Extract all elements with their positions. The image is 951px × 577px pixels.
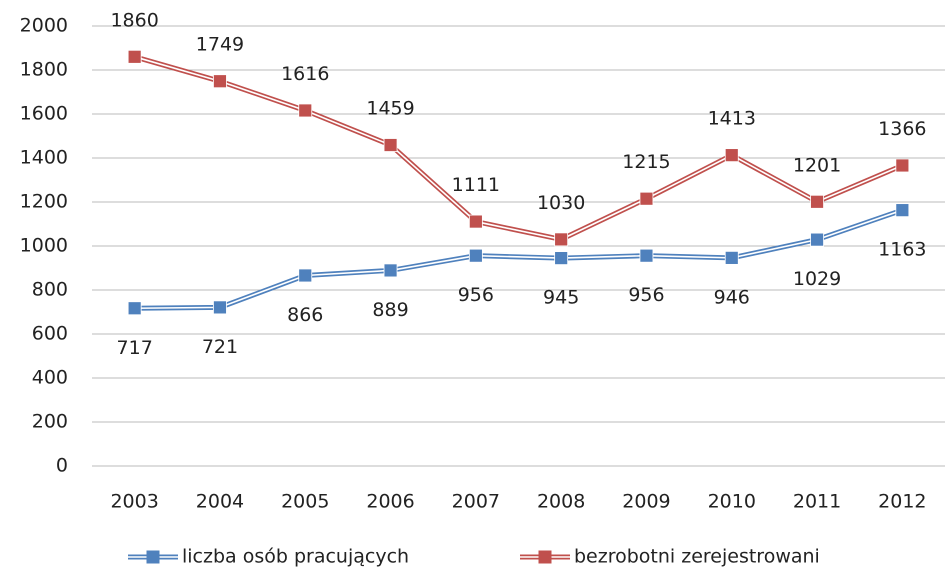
y-tick-label: 1800: [20, 59, 68, 81]
marker: [383, 138, 398, 152]
y-tick-label: 800: [32, 279, 68, 301]
data-label: 1163: [878, 239, 926, 261]
legend-label: bezrobotni zerejestrowani: [574, 546, 820, 568]
marker: [724, 148, 739, 163]
data-label: 1201: [793, 154, 841, 176]
x-tick-label: 2004: [196, 491, 244, 513]
data-label: 866: [287, 304, 323, 326]
legend-marker: [146, 550, 160, 564]
x-tick-label: 2012: [878, 491, 926, 513]
data-label: 1860: [110, 9, 158, 31]
y-tick-label: 1400: [20, 147, 68, 169]
marker: [383, 263, 398, 278]
data-label: 956: [628, 284, 664, 306]
data-label: 1029: [793, 268, 841, 290]
y-tick-label: 1600: [20, 103, 68, 125]
data-label: 1215: [622, 151, 670, 173]
data-label: 717: [117, 337, 153, 359]
marker: [554, 251, 569, 266]
y-tick-label: 200: [32, 411, 68, 433]
series-line: [134, 207, 904, 311]
series-line-highlight: [134, 56, 903, 241]
x-tick-label: 2011: [793, 491, 841, 513]
y-tick-label: 1200: [20, 191, 68, 213]
x-tick-label: 2003: [110, 491, 158, 513]
y-tick-label: 0: [56, 455, 68, 477]
series-line-highlight: [134, 209, 903, 310]
data-label: 946: [714, 286, 750, 308]
data-label: 1459: [366, 98, 414, 120]
x-tick-label: 2006: [366, 491, 414, 513]
marker: [895, 158, 910, 173]
marker: [639, 248, 654, 263]
data-label: 889: [372, 299, 408, 321]
data-label: 1749: [196, 34, 244, 56]
x-tick-label: 2010: [708, 491, 756, 513]
marker: [810, 232, 824, 247]
marker: [895, 203, 910, 218]
legend-label: liczba osób pracujących: [182, 546, 409, 568]
marker: [724, 250, 739, 265]
data-label: 1030: [537, 192, 585, 214]
marker: [213, 300, 227, 315]
marker: [213, 74, 227, 89]
data-label: 945: [543, 287, 579, 309]
y-tick-label: 1000: [20, 235, 68, 257]
marker: [468, 248, 483, 263]
x-tick-label: 2008: [537, 491, 585, 513]
marker: [810, 194, 824, 209]
marker: [554, 232, 569, 247]
data-label: 1366: [878, 118, 926, 140]
data-label: 721: [202, 336, 238, 358]
data-label: 1413: [708, 108, 756, 130]
marker: [298, 268, 313, 283]
marker: [127, 301, 142, 316]
data-label: 956: [458, 284, 494, 306]
y-tick-label: 600: [32, 323, 68, 345]
marker: [298, 103, 313, 118]
marker: [127, 49, 142, 64]
data-label: 1616: [281, 63, 329, 85]
marker: [639, 191, 654, 206]
y-tick-label: 2000: [20, 15, 68, 37]
legend-marker: [538, 550, 552, 564]
x-tick-label: 2005: [281, 491, 329, 513]
x-tick-label: 2009: [622, 491, 670, 513]
data-label: 1111: [452, 174, 500, 196]
y-tick-label: 400: [32, 367, 68, 389]
marker: [468, 214, 483, 229]
series-line: [133, 54, 904, 243]
x-tick-label: 2007: [452, 491, 500, 513]
